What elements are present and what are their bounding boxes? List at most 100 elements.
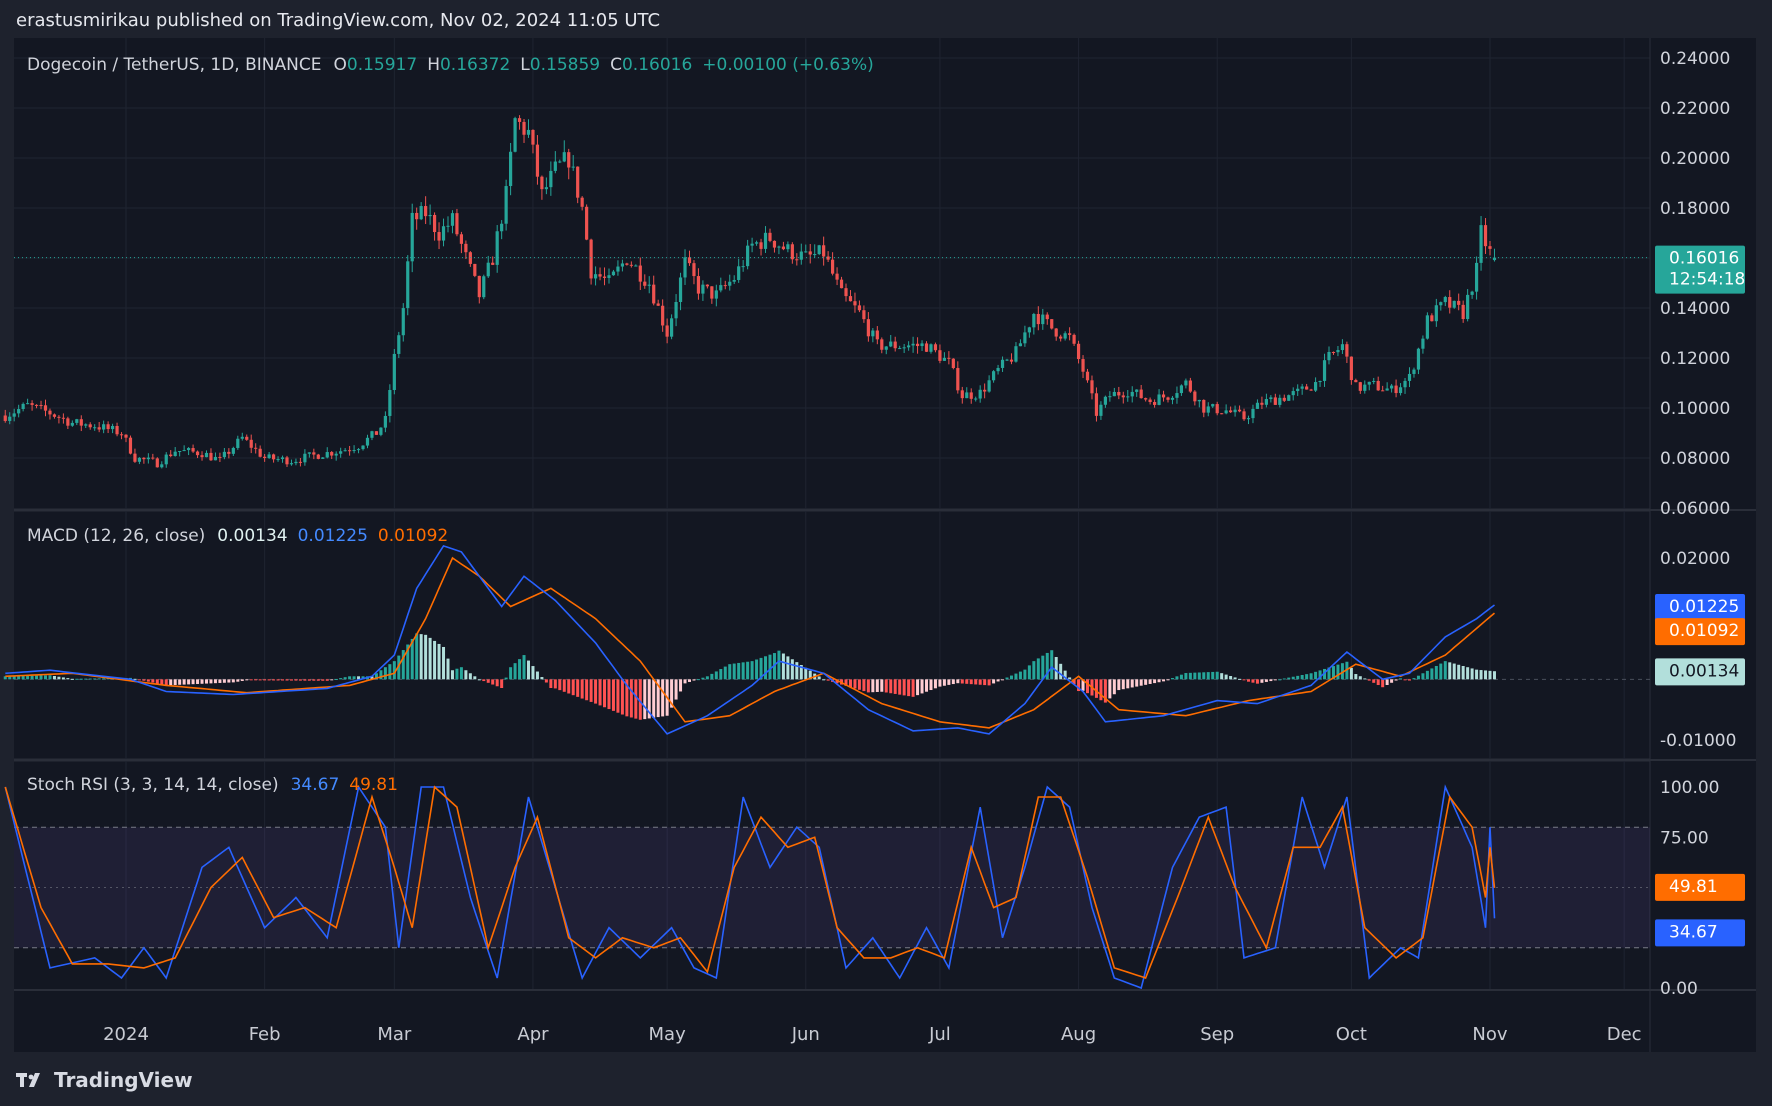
macd-histogram-bar xyxy=(357,676,361,680)
candle xyxy=(1300,386,1304,389)
stoch-d-line xyxy=(4,785,1496,980)
stoch-name: Stoch RSI (3, 3, 14, 14, close) xyxy=(27,775,279,795)
last-price-tag-bg xyxy=(1655,245,1745,294)
macd-histogram-bar xyxy=(683,679,687,684)
candle xyxy=(857,305,862,311)
macd-histogram-bar xyxy=(1318,670,1322,680)
time-tick-label: Nov xyxy=(1472,1024,1507,1045)
macd-histogram-bar xyxy=(1443,661,1447,680)
macd-histogram-bar xyxy=(880,679,884,692)
macd-histogram-bar xyxy=(674,679,678,700)
candle xyxy=(1068,333,1072,335)
candle xyxy=(540,176,544,190)
candle xyxy=(580,197,584,207)
candle xyxy=(26,403,30,405)
macd-histogram-bar xyxy=(61,677,65,680)
macd-histogram-bar xyxy=(1264,679,1268,682)
macd-histogram-bar xyxy=(249,679,253,681)
candle xyxy=(356,449,361,451)
candle xyxy=(388,390,392,416)
macd-histogram-bar xyxy=(692,679,696,681)
candle xyxy=(142,457,146,460)
candle xyxy=(1488,246,1492,249)
candle xyxy=(392,353,396,391)
candle xyxy=(178,451,182,453)
candle xyxy=(844,288,848,297)
macd-histogram-bar xyxy=(1367,679,1371,681)
candle xyxy=(768,232,772,241)
macd-histogram-bar xyxy=(468,673,472,680)
candle xyxy=(365,437,370,446)
macd-histogram-bar xyxy=(1358,676,1362,680)
tradingview-brand[interactable]: TradingView xyxy=(16,1068,193,1092)
candle xyxy=(848,296,853,302)
candle xyxy=(549,170,553,188)
macd-histogram-bar xyxy=(204,679,208,684)
candle xyxy=(1255,402,1260,409)
stoch-k-value-tag-bg xyxy=(1655,919,1745,947)
macd-histogram-bar xyxy=(1108,679,1112,699)
macd-legend[interactable]: MACD (12, 26, close) 0.00134 0.01225 0.0109… xyxy=(27,526,448,546)
candle xyxy=(321,457,325,459)
candle xyxy=(441,226,446,241)
macd-histogram-bar xyxy=(312,679,316,681)
macd-histogram-bar xyxy=(1381,679,1385,688)
candle xyxy=(616,266,620,272)
candle xyxy=(535,144,540,177)
macd-histogram-bar xyxy=(1484,670,1488,680)
macd-histogram-bar xyxy=(1206,672,1210,680)
candle xyxy=(151,457,155,459)
candle xyxy=(8,416,12,421)
macd-histogram-bar xyxy=(992,679,996,684)
candle xyxy=(1000,359,1005,368)
macd-histogram-bar xyxy=(728,664,732,680)
macd-histogram-bar xyxy=(607,679,611,710)
candle xyxy=(1242,411,1246,420)
candle xyxy=(1014,346,1018,362)
candle xyxy=(191,448,195,452)
macd-histogram-bar xyxy=(1394,679,1398,681)
macd-histogram-bar xyxy=(781,653,785,680)
candle xyxy=(938,350,942,361)
macd-histogram-bar xyxy=(768,654,772,680)
stoch-legend[interactable]: Stoch RSI (3, 3, 14, 14, close) 34.67 49.8… xyxy=(27,775,398,795)
macd-histogram-bar xyxy=(1233,677,1237,680)
candle xyxy=(1318,380,1322,383)
candle xyxy=(611,271,616,276)
macd-histogram-bar xyxy=(1305,674,1309,680)
macd-histogram-bar xyxy=(1363,678,1367,680)
macd-histogram-bar xyxy=(1390,679,1394,683)
stoch-k-value-tag-text: 34.67 xyxy=(1669,922,1718,942)
macd-histogram-bar xyxy=(643,679,647,720)
candle xyxy=(379,427,383,435)
candle xyxy=(1220,413,1224,415)
price-tick-label: 0.06000 xyxy=(1660,499,1730,519)
macd-histogram-bar xyxy=(1296,675,1300,680)
candle xyxy=(1135,389,1139,392)
candle xyxy=(526,129,531,135)
candle xyxy=(294,461,298,464)
price-legend[interactable]: Dogecoin / TetherUS, 1D, BINANCE O0.15917… xyxy=(27,55,874,75)
macd-histogram-bar xyxy=(1054,657,1058,680)
candle xyxy=(737,266,741,280)
candle xyxy=(544,187,548,190)
macd-histogram-bar xyxy=(1014,673,1018,680)
candle xyxy=(1237,409,1242,412)
macd-histogram-bar xyxy=(705,676,709,680)
macd-histogram-bar xyxy=(808,670,812,680)
macd-histogram-bar xyxy=(875,679,879,692)
candle xyxy=(397,335,401,354)
candle xyxy=(799,251,803,260)
candle xyxy=(495,231,499,265)
candle xyxy=(1273,397,1277,405)
candle xyxy=(419,206,423,220)
candle xyxy=(361,445,365,450)
macd-histogram-bar xyxy=(102,678,106,680)
macd-histogram-bar xyxy=(1287,677,1291,680)
candle xyxy=(1421,338,1425,349)
macd-histogram-bar xyxy=(392,661,396,680)
candle xyxy=(97,427,101,430)
candle xyxy=(1354,380,1358,383)
